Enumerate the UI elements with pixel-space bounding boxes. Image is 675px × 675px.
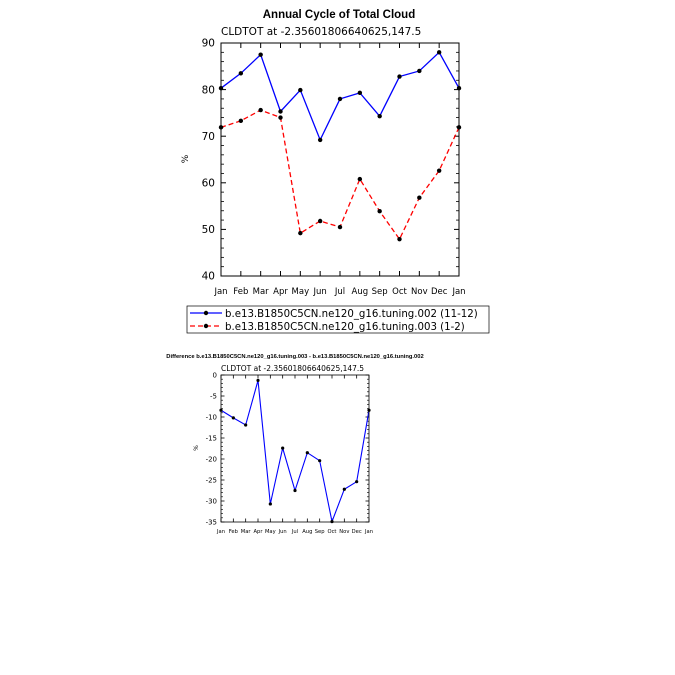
x-tick-label: Mar xyxy=(253,287,270,297)
x-tick-label: Jan xyxy=(213,287,227,297)
data-point xyxy=(355,480,359,484)
x-tick-label: Nov xyxy=(339,529,349,535)
data-point xyxy=(238,118,244,124)
x-tick-label: Jun xyxy=(313,287,327,297)
x-tick-label: May xyxy=(265,529,276,535)
y-tick-label: 80 xyxy=(202,84,215,96)
data-point xyxy=(357,90,363,96)
difference-chart: Difference b.e13.B1850C5CN.ne120_g16.tun… xyxy=(166,354,423,535)
x-tick-label: Jul xyxy=(334,287,345,297)
chart2-plot-frame xyxy=(220,374,370,523)
y-tick-label: 0 xyxy=(213,371,217,379)
y-tick-label: -25 xyxy=(206,476,217,484)
data-point xyxy=(278,115,283,120)
data-point xyxy=(436,168,442,173)
y-tick-label: 70 xyxy=(202,131,215,143)
x-tick-label: Jan xyxy=(364,529,373,535)
x-tick-label: Dec xyxy=(431,287,448,297)
data-point xyxy=(397,236,402,242)
x-tick-label: May xyxy=(292,287,310,297)
data-point xyxy=(231,416,235,420)
series-line-1 xyxy=(220,51,460,142)
chart1-legend: b.e13.B1850C5CN.ne120_g16.tuning.002 (11… xyxy=(186,305,490,334)
x-tick-label: Jan xyxy=(451,287,465,297)
x-tick-label: Feb xyxy=(229,529,239,535)
y-tick-label: -5 xyxy=(210,392,217,400)
data-point xyxy=(298,87,303,93)
x-tick-label: Sep xyxy=(372,287,388,297)
series-line-2 xyxy=(220,109,460,241)
x-tick-label: Oct xyxy=(392,287,407,297)
y-tick-label: -10 xyxy=(206,413,217,421)
y-tick-label: -30 xyxy=(206,497,217,505)
x-tick-label: Mar xyxy=(241,529,252,535)
legend-marker xyxy=(203,323,209,329)
x-tick-label: Jan xyxy=(216,529,225,535)
legend-box xyxy=(186,305,490,334)
x-tick-label: Oct xyxy=(328,529,337,535)
data-point xyxy=(238,71,244,76)
x-tick-label: Aug xyxy=(302,529,312,535)
data-point xyxy=(342,487,346,491)
data-point xyxy=(305,451,309,455)
data-point xyxy=(318,459,322,463)
x-tick-label: Sep xyxy=(315,529,325,535)
data-point xyxy=(258,107,263,113)
chart2-subtitle: CLDTOT at -2.35601806640625,147.5 xyxy=(221,364,364,373)
data-point xyxy=(417,68,422,74)
data-point xyxy=(436,50,442,55)
data-point xyxy=(268,502,272,506)
data-point xyxy=(293,488,297,493)
data-point xyxy=(317,137,323,143)
x-tick-label: Aug xyxy=(352,287,369,297)
chart1-title: Annual Cycle of Total Cloud xyxy=(263,9,415,21)
data-point xyxy=(298,230,303,236)
data-point xyxy=(417,195,422,200)
y-tick-label: 50 xyxy=(202,224,215,236)
data-point xyxy=(330,519,334,524)
data-point xyxy=(397,74,402,79)
data-point xyxy=(377,113,382,119)
legend-marker xyxy=(203,310,209,316)
data-point xyxy=(357,176,363,182)
data-point xyxy=(258,52,263,57)
legend-label-2: b.e13.B1850C5CN.ne120_g16.tuning.003 (1-… xyxy=(225,322,465,333)
chart1-subtitle: CLDTOT at -2.35601806640625,147.5 xyxy=(221,26,421,38)
data-point xyxy=(317,218,323,224)
data-point xyxy=(278,109,283,114)
data-point xyxy=(244,423,248,427)
y-tick-label: 40 xyxy=(202,271,215,283)
y-tick-label: 60 xyxy=(202,177,215,189)
chart1-plot-frame xyxy=(220,42,460,277)
data-point xyxy=(337,96,343,102)
chart2-ylabel: % xyxy=(193,445,200,451)
x-tick-label: Dec xyxy=(352,529,362,535)
y-tick-label: 90 xyxy=(202,38,215,50)
x-tick-label: Apr xyxy=(254,529,264,535)
x-tick-label: Feb xyxy=(233,287,248,297)
y-tick-label: -15 xyxy=(206,434,217,442)
data-point xyxy=(337,224,343,230)
annual-cycle-chart: Annual Cycle of Total Cloud CLDTOT at -2… xyxy=(181,9,466,297)
x-tick-label: Apr xyxy=(273,287,288,297)
series-line-1 xyxy=(220,380,370,524)
x-tick-label: Jun xyxy=(278,529,287,535)
x-tick-label: Nov xyxy=(411,287,428,297)
data-point xyxy=(281,446,285,450)
data-point xyxy=(256,378,260,383)
data-point xyxy=(377,209,382,214)
y-tick-label: -20 xyxy=(206,455,217,463)
y-tick-label: -35 xyxy=(206,518,217,526)
legend-label-1: b.e13.B1850C5CN.ne120_g16.tuning.002 (11… xyxy=(225,309,478,320)
chart2-title: Difference b.e13.B1850C5CN.ne120_g16.tun… xyxy=(166,354,423,360)
chart1-ylabel: % xyxy=(181,154,191,163)
x-tick-label: Jul xyxy=(291,529,298,535)
